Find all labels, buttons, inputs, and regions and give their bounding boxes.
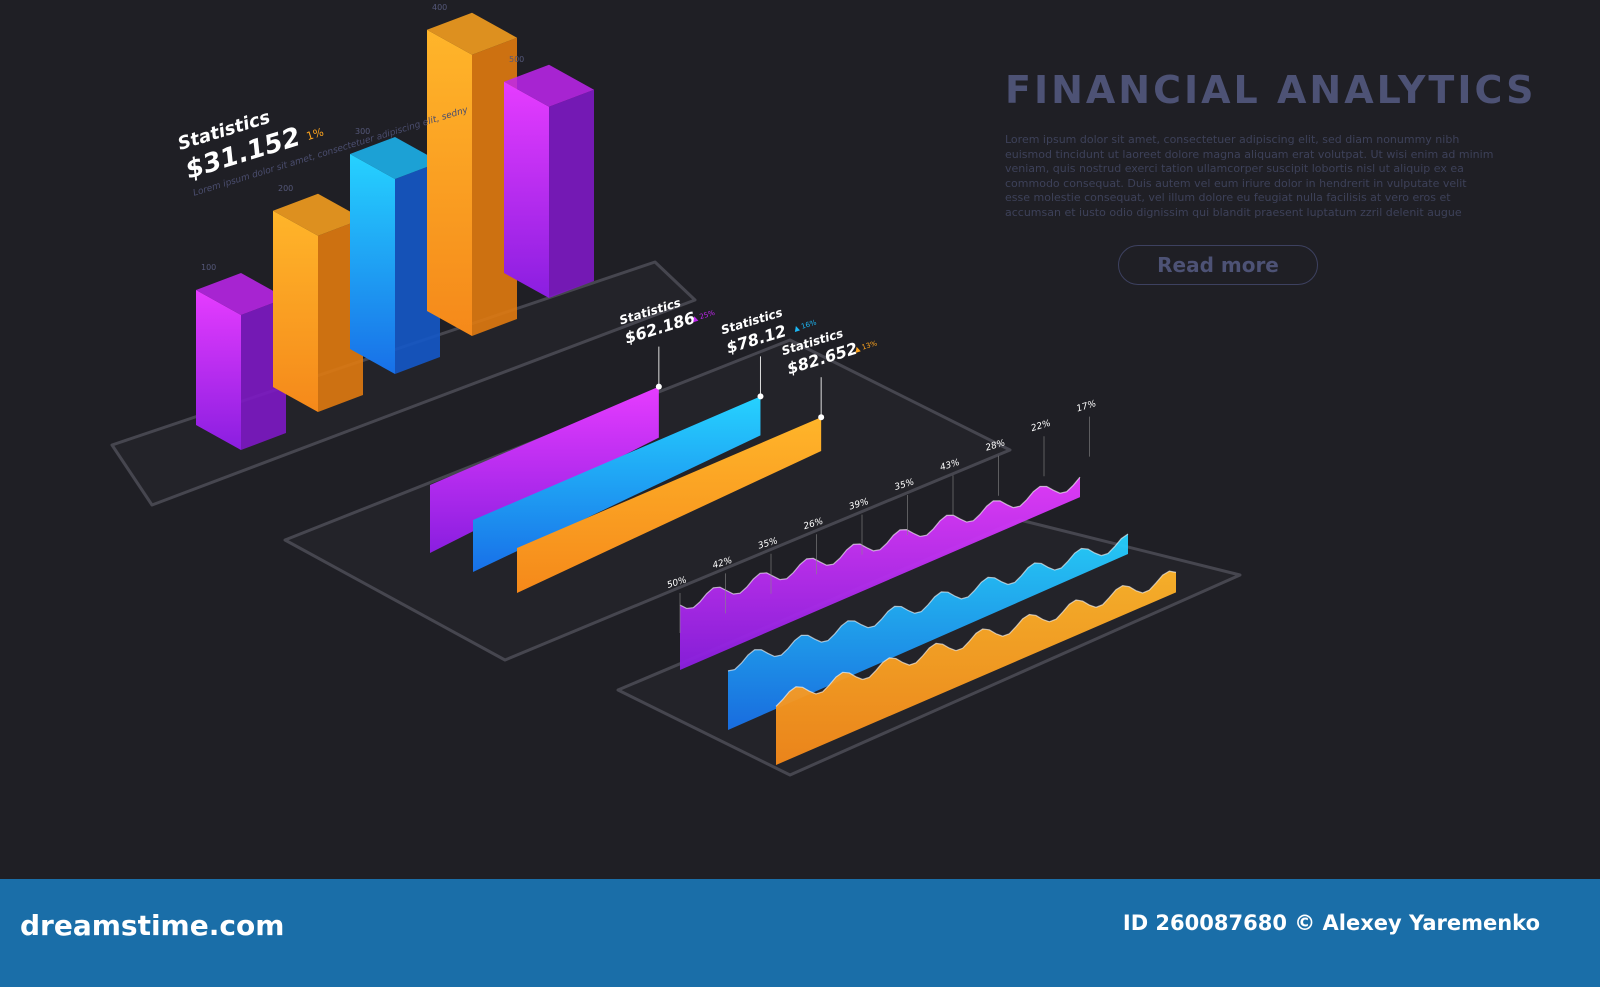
hbar-2 [473,396,761,572]
bar-top-face [196,273,286,315]
bar-4: 400 [427,3,517,336]
bar-front-face [273,210,318,412]
footer-credit: ID 260087680 © Alexey Yaremenko [1122,911,1540,935]
hbar-dot [655,383,662,390]
tick-label: 500 [509,55,524,64]
bar-front-face [504,81,549,298]
body-text: Lorem ipsum dolor sit amet, consectetuer… [1005,133,1494,219]
bar-top-face [273,193,363,236]
bar-front-face [350,154,395,374]
bar-top-face [504,64,594,107]
wave-point-label: 22% [1030,419,1052,434]
wave-2 [728,534,1128,730]
wave-edge [679,476,1081,610]
wave-1 [680,477,1080,670]
hbar-1 [430,386,659,553]
footer-bar: dreamstime.com ID 260087680 © Alexey Yar… [0,879,1600,987]
bar-3: 300 [350,127,440,374]
hbar-stat-change: ▲ 16% [793,319,818,334]
tick-label: 400 [432,3,447,12]
hbar-stat-change: ▲ 13% [854,339,879,354]
wave-point-label: 17% [1075,399,1097,414]
stat-change: 1% [305,126,325,144]
bar-2: 200 [273,184,363,412]
bar-5: 500 [504,55,594,298]
bar-top-face [350,137,440,179]
bar-top-face [427,12,517,55]
tick-label: 300 [355,127,370,136]
isometric-bar-chart: 100 200 300 400 500 [196,3,594,450]
page-title: FINANCIAL ANALYTICS [1005,68,1537,112]
read-more-button[interactable]: Read more [1118,245,1318,285]
wave-edge [727,533,1129,672]
footer-logo: dreamstime.com [20,909,285,942]
horizontal-bar-chart [430,346,825,593]
bar-front-face [196,290,241,450]
hbar-dot [818,414,825,421]
hbar-stat-change: ▲ 25% [691,309,716,324]
hbar-dot [757,393,764,400]
tick-label: 100 [201,263,216,272]
bar-1: 100 [196,263,286,450]
wave-chart [679,476,1177,765]
tick-label: 200 [278,184,293,193]
hbar-3 [517,417,822,593]
wave-3 [776,571,1176,765]
bar-side-face [549,89,594,298]
bar-front-face [427,29,472,336]
wave-edge [775,570,1177,707]
